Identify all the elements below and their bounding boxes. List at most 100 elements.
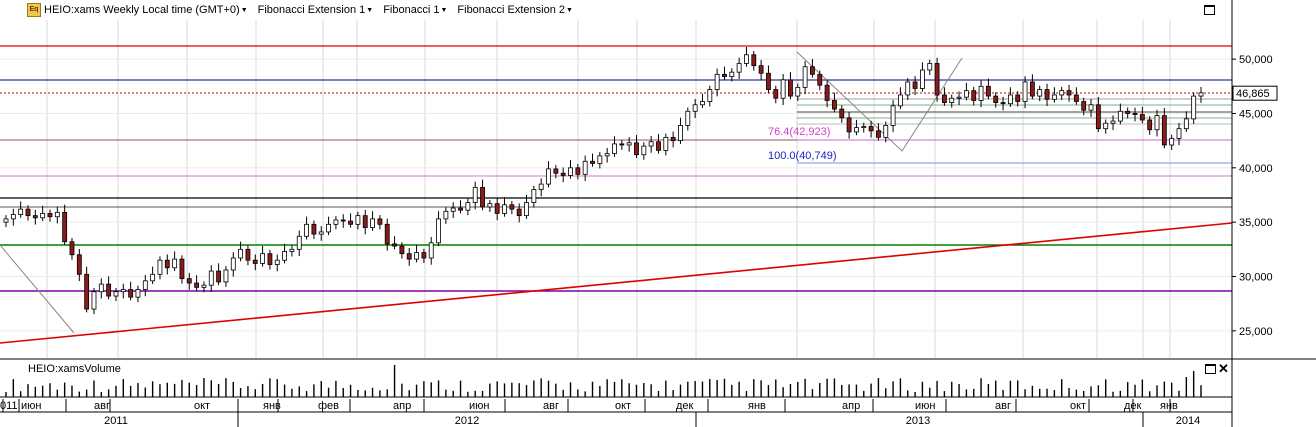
candle-up [282,251,288,261]
candle-down [377,218,383,225]
candle-down [773,89,779,99]
time-axis-month-label: дек [676,400,694,412]
candle-up [678,125,683,142]
price-tick-label: 35,000 [1239,217,1273,229]
candle-up [531,189,537,203]
candle-up [905,81,911,96]
candle-up [40,213,46,219]
fib-extension-leg [796,51,963,152]
price-tick-label: 50,000 [1239,54,1273,66]
candle-up [201,284,207,288]
fib-extension-2-label: Fibonacci Extension 2 [457,4,566,16]
candle-up [502,204,507,214]
candle-down [267,253,273,265]
candle-down [634,142,639,156]
time-axis-year-label: 2014 [1176,415,1200,427]
candle-up [641,145,647,156]
candle-up [524,202,529,217]
candle-up [120,289,126,293]
candle-up [326,223,331,233]
candle-up [802,66,808,88]
candle-down [575,167,581,175]
fib-extension-1-menu[interactable]: Fibonacci Extension 1 ▼ [258,4,374,16]
candle-up [1191,95,1197,120]
fibonacci-1-label: Fibonacci 1 [383,4,440,16]
candle-up [707,89,713,102]
price-tick-label: 25,000 [1239,326,1273,338]
candle-down [868,126,874,132]
candle-down [406,253,412,260]
candle-up [98,283,104,293]
time-axis-month-label: фев [318,400,339,412]
candle-up [3,218,9,223]
candle-down [766,72,771,90]
candle-up [568,167,573,176]
fib-extension-1-label: Fibonacci Extension 1 [257,4,366,16]
candle-down [516,208,522,217]
candle-up [1037,89,1043,97]
candle-up [465,202,471,211]
candle-down [810,66,815,75]
candle-down [245,248,251,261]
candle-up [304,223,309,237]
candle-down [458,207,463,211]
candle-up [546,168,551,185]
last-price-tag-label: 46,865 [1236,88,1270,100]
candle-up [150,273,156,282]
candle-up [1022,81,1028,102]
time-axis-month-label: авг [94,400,110,412]
candle-down [1161,115,1167,146]
maximize-volume-pane-button[interactable] [1205,364,1216,374]
candle-up [1051,94,1057,100]
fibonacci-1-menu[interactable]: Fibonacci 1 ▼ [383,4,447,16]
candle-down [392,243,397,247]
candle-down [670,136,676,142]
candle-up [692,104,698,112]
fib-extension-leg [0,244,75,334]
candle-down [179,258,185,280]
candle-up [318,231,324,235]
time-axis-month-label: окт [1070,400,1086,412]
price-tick-label: 45,000 [1239,108,1273,120]
symbol-selector[interactable]: HEIO:xams Weekly Local time (GMT+0) ▼ [44,4,248,16]
candle-up [927,63,933,71]
fib-extension-2-menu[interactable]: Fibonacci Extension 2 ▼ [457,4,573,16]
time-axis-month-label: окт [615,400,631,412]
candle-up [1103,122,1109,130]
candle-down [934,63,940,96]
time-axis-year-label: 2012 [455,415,479,427]
candle-up [949,97,955,103]
candle-down [194,282,200,288]
candle-down [1081,101,1087,111]
candle-up [1183,118,1189,130]
candle-up [1198,92,1204,97]
candle-down [186,278,192,284]
dropdown-arrow-icon: ▼ [240,6,248,14]
candle-up [648,141,654,147]
candle-down [1147,119,1153,131]
candle-up [10,214,16,220]
candle-down [62,211,68,243]
candle-down [912,81,918,89]
candle-down [839,108,845,119]
candle-up [172,258,178,269]
candle-down [985,85,991,97]
candle-down [1125,110,1131,114]
candle-up [296,235,302,250]
candle-up [1088,104,1094,111]
candle-down [494,203,500,214]
candle-up [780,79,786,99]
candle-up [472,186,478,203]
candle-up [861,126,867,128]
candle-down [480,186,485,208]
time-axis-month-label: авг [995,400,1011,412]
maximize-price-pane-button[interactable] [1204,5,1215,15]
candle-up [355,215,361,225]
candle-down [758,65,764,74]
candle-down [84,273,90,310]
close-volume-pane-icon[interactable]: ✕ [1218,361,1229,376]
candle-up [1169,138,1175,146]
time-axis-month-label: янв [748,400,766,412]
candle-up [626,142,632,146]
